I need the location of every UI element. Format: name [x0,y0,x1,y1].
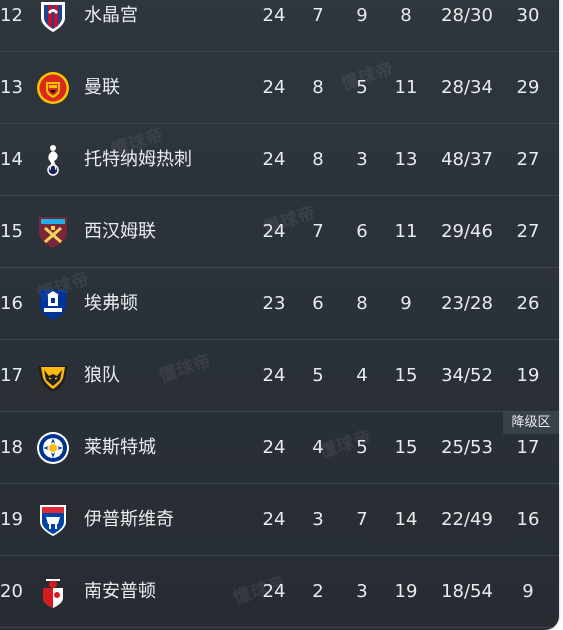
rank-cell: 18 [0,437,23,458]
table-row[interactable]: 13 曼联 24 8 5 11 28/34 29 [0,52,559,124]
points-cell: 16 [516,509,540,530]
points-cell: 27 [516,221,540,242]
rank-cell: 15 [0,221,23,242]
goals-cell: 22/49 [441,509,493,530]
loss-cell: 13 [394,149,418,170]
goals-cell: 18/54 [441,581,493,602]
played-cell: 24 [262,365,286,386]
west-ham-badge-icon [35,214,71,250]
goals-cell: 48/37 [441,149,493,170]
table-row[interactable]: 15 西汉姆联 24 7 6 11 29/46 27 [0,196,559,268]
played-cell: 24 [262,221,286,242]
loss-cell: 14 [394,509,418,530]
win-cell: 8 [312,77,324,98]
played-cell: 24 [262,581,286,602]
played-cell: 23 [262,293,286,314]
win-cell: 3 [312,509,324,530]
loss-cell: 8 [400,5,412,26]
draw-cell: 3 [356,581,368,602]
team-name: 水晶宫 [84,5,138,26]
table-row[interactable]: 16 埃弗顿 23 6 8 9 23/28 26 [0,268,559,340]
loss-cell: 15 [394,437,418,458]
table-row[interactable]: 17 狼队 24 5 4 15 34/52 19 [0,340,559,412]
draw-cell: 5 [356,77,368,98]
team-name: 托特纳姆热刺 [84,149,192,170]
win-cell: 2 [312,581,324,602]
draw-cell: 7 [356,509,368,530]
rank-cell: 16 [0,293,23,314]
team-name: 狼队 [84,365,120,386]
wolves-badge-icon [35,358,71,394]
draw-cell: 8 [356,293,368,314]
southampton-badge-icon [35,574,71,610]
loss-cell: 15 [394,365,418,386]
win-cell: 6 [312,293,324,314]
played-cell: 24 [262,77,286,98]
win-cell: 4 [312,437,324,458]
loss-cell: 11 [394,221,418,242]
table-row[interactable]: 19 伊普斯维奇 24 3 7 14 22/49 16 [0,484,559,556]
everton-badge-icon [35,286,71,322]
draw-cell: 9 [356,5,368,26]
rank-cell: 17 [0,365,23,386]
leicester-badge-icon [35,430,71,466]
loss-cell: 9 [400,293,412,314]
rank-cell: 12 [0,5,23,26]
points-cell: 9 [522,581,534,602]
table-row[interactable]: 14 托特纳姆热刺 24 8 3 13 48/37 27 [0,124,559,196]
goals-cell: 29/46 [441,221,493,242]
goals-cell: 25/53 [441,437,493,458]
relegation-zone-label: 降级区 [503,412,559,434]
team-name: 西汉姆联 [84,221,156,242]
win-cell: 7 [312,5,324,26]
team-name: 埃弗顿 [84,293,138,314]
rank-cell: 14 [0,149,23,170]
points-cell: 30 [516,5,540,26]
win-cell: 7 [312,221,324,242]
rank-cell: 19 [0,509,23,530]
win-cell: 8 [312,149,324,170]
loss-cell: 19 [394,581,418,602]
draw-cell: 3 [356,149,368,170]
rank-cell: 13 [0,77,23,98]
draw-cell: 4 [356,365,368,386]
team-name: 南安普顿 [84,581,156,602]
team-name: 伊普斯维奇 [84,509,174,530]
crystal-palace-badge-icon [35,0,71,34]
table-row[interactable]: 12 水晶宫 24 7 9 8 28/30 30 [0,0,559,52]
rank-cell: 20 [0,581,23,602]
draw-cell: 5 [356,437,368,458]
played-cell: 24 [262,149,286,170]
points-cell: 19 [516,365,540,386]
manchester-united-badge-icon [35,70,71,106]
goals-cell: 28/34 [441,77,493,98]
table-row[interactable]: 18 莱斯特城 24 4 5 15 25/53 17 [0,412,559,484]
team-name: 莱斯特城 [84,437,156,458]
played-cell: 24 [262,5,286,26]
points-cell: 29 [516,77,540,98]
played-cell: 24 [262,509,286,530]
goals-cell: 28/30 [441,5,493,26]
loss-cell: 11 [394,77,418,98]
points-cell: 17 [516,437,540,458]
points-cell: 26 [516,293,540,314]
goals-cell: 23/28 [441,293,493,314]
table-row[interactable]: 20 南安普顿 24 2 3 19 18/54 9 [0,556,559,628]
points-cell: 27 [516,149,540,170]
team-name: 曼联 [84,77,120,98]
ipswich-badge-icon [35,502,71,538]
win-cell: 5 [312,365,324,386]
draw-cell: 6 [356,221,368,242]
tottenham-badge-icon [35,142,71,178]
played-cell: 24 [262,437,286,458]
goals-cell: 34/52 [441,365,493,386]
